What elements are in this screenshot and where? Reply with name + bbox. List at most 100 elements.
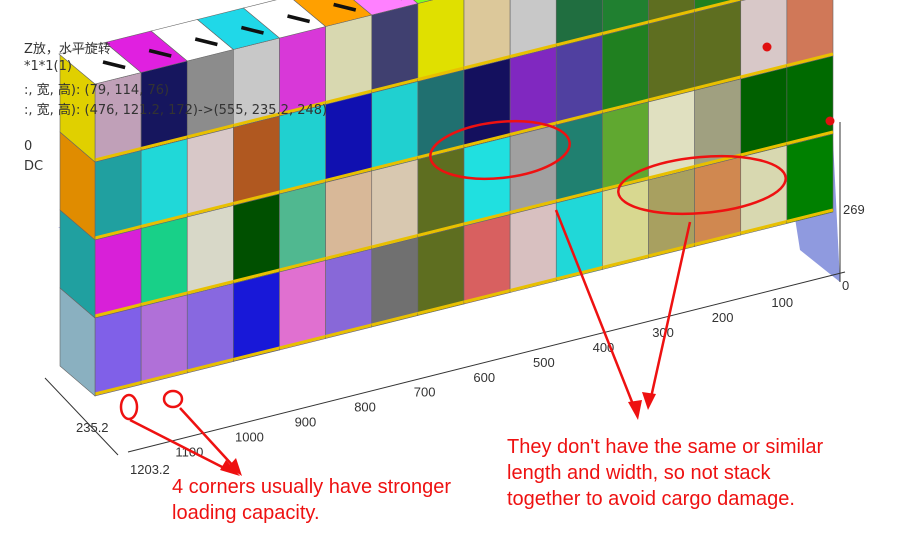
annotation-stacking-line: together to avoid cargo damage.: [507, 488, 795, 510]
box-orientation-mark: [287, 14, 311, 24]
cargo-box-front: [140, 294, 188, 385]
cargo-box-front: [233, 271, 280, 362]
pallet-stripe: [555, 188, 603, 203]
pallet-stripe: [371, 234, 419, 249]
length-tick-label: 200: [712, 310, 734, 325]
pallet-stripe: [279, 257, 326, 272]
pallet-stripe: [694, 0, 742, 12]
cargo-box-front: [463, 214, 511, 305]
pallet-stripe: [371, 156, 419, 171]
box-orientation-mark: [240, 25, 264, 35]
cargo-box-front: [417, 147, 465, 238]
info-line: *1*1(1): [24, 59, 72, 74]
info-line: Z放，水平旋转: [24, 42, 111, 57]
cargo-box-front: [186, 127, 234, 218]
info-line: :, 宽, 高): (79, 114, 76): [24, 83, 170, 98]
pallet-stripe: [463, 289, 511, 304]
pallet-stripe: [463, 55, 511, 70]
pallet-stripe: [648, 87, 695, 102]
pallet-stripe: [555, 266, 603, 281]
cargo-box-front: [417, 225, 465, 316]
pallet-stripe: [417, 144, 465, 159]
length-tick-label: 500: [533, 355, 555, 370]
pallet-stripe: [140, 135, 188, 150]
annotation-corners: 4 corners usually have stronger loading …: [172, 474, 451, 526]
annotation-stacking-line: They don't have the same or similar: [507, 436, 824, 458]
pallet-stripe: [233, 112, 280, 127]
pallet-stripe: [186, 124, 234, 139]
cargo-box-front: [786, 133, 834, 224]
pallet-stripe: [648, 165, 695, 180]
cargo-box-front: [786, 0, 834, 68]
pallet-stripe: [786, 130, 834, 145]
annotation-stacking-line: length and width, so not stack: [507, 462, 771, 484]
cargo-boxes: [58, 0, 834, 397]
cargo-box-front: [279, 182, 326, 273]
cargo-box-front: [186, 205, 234, 296]
cargo-box-front: [463, 58, 511, 149]
cargo-box-front: [233, 115, 280, 206]
length-tick-label: 900: [295, 415, 317, 430]
pallet-stripe: [94, 381, 142, 396]
cargo-box-front: [555, 113, 603, 204]
pallet-stripe: [140, 369, 188, 384]
cargo-box-front: [325, 170, 373, 261]
pallet-stripe: [279, 179, 326, 194]
cargo-box-front: [740, 67, 788, 158]
cargo-box-front: [371, 159, 419, 250]
annotation-arrows: [129, 209, 692, 472]
pallet-stripe: [186, 358, 234, 373]
info-line: 0: [24, 139, 33, 154]
pallet-stripe: [417, 66, 465, 81]
info-line: DC: [24, 159, 44, 174]
cargo-box-front: [94, 150, 142, 241]
pallet-stripe: [325, 167, 373, 182]
length-axis-line: [127, 271, 846, 453]
length-tick-label: 600: [473, 370, 495, 385]
length-tick-label: 1000: [235, 430, 264, 445]
annotation-stacking: They don't have the same or similar leng…: [507, 434, 823, 512]
box-orientation-mark: [148, 48, 172, 58]
pallet-stripe: [509, 199, 557, 214]
cargo-box-front: [509, 124, 557, 215]
cargo-box-front: [463, 136, 511, 227]
cargo-box-front: [279, 260, 326, 351]
corner-marker: [762, 42, 772, 52]
length-end-label: 1203.2: [130, 462, 170, 477]
cargo-box-front: [371, 3, 419, 94]
pallet-stripe: [279, 101, 326, 116]
zero-label: 0: [842, 278, 849, 293]
pallet-stripe: [279, 335, 326, 350]
pallet-stripe: [463, 211, 511, 226]
arrow-heads: [220, 392, 656, 476]
pallet-stripe: [786, 208, 834, 223]
width-axis-line: [44, 377, 119, 456]
pallet-stripe: [463, 133, 511, 148]
highlight-ellipse: [617, 154, 787, 216]
cargo-box-front: [140, 138, 188, 229]
cargo-box-front: [94, 306, 142, 397]
highlight-ellipse: [162, 389, 184, 409]
pallet-stripe: [740, 220, 788, 235]
cargo-box-front: [786, 55, 834, 146]
cargo-box-front: [602, 179, 649, 270]
pallet-stripe: [417, 300, 465, 315]
cargo-box-front: [694, 0, 742, 91]
pallet-stripe: [648, 9, 695, 24]
pallet-stripe: [509, 43, 557, 58]
length-tick-label: 1100: [175, 445, 203, 460]
pallet-stripe: [325, 89, 373, 104]
cargo-box-front: [186, 49, 234, 140]
pallet-stripe: [140, 291, 188, 306]
cargo-box-front: [325, 92, 373, 183]
width-end-label: 235.2: [76, 420, 109, 435]
pallet-stripe: [602, 20, 649, 35]
cargo-box-front: [325, 14, 373, 105]
corner-marker: [825, 116, 835, 126]
cargo-box-front: [555, 35, 603, 126]
pallet-stripe: [740, 142, 788, 157]
pallet-stripe: [694, 75, 742, 90]
cargo-box-front: [648, 90, 695, 181]
pallet-stripe: [602, 176, 649, 191]
